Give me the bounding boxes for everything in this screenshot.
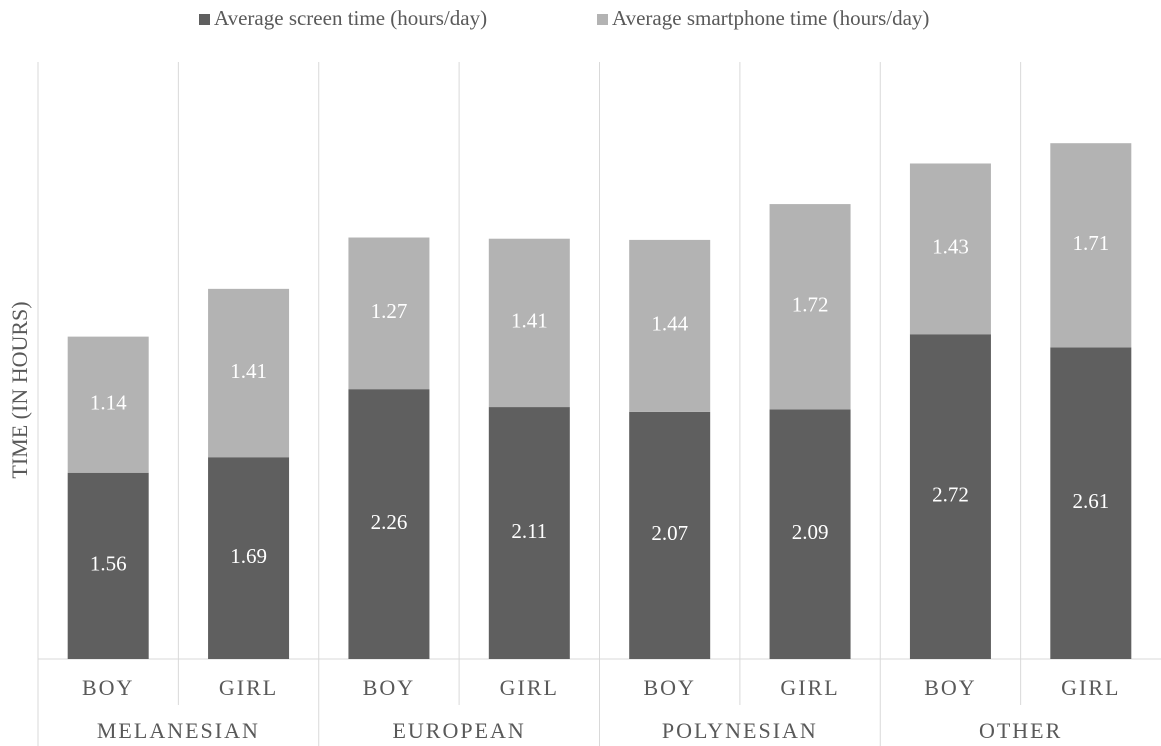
value-label: 1.44 [651,312,688,336]
value-label: 1.71 [1072,231,1109,255]
bar-segment [909,163,991,335]
value-label: 1.41 [511,309,548,333]
value-label: 2.07 [651,521,688,545]
bar-segment [67,336,149,473]
value-label: 1.41 [230,359,267,383]
bar-segment [208,288,290,458]
legend-label: Average screen time (hours/day) [214,6,487,30]
bar-segment [348,237,430,390]
bar-segment [67,472,149,659]
value-label: 2.09 [792,520,829,544]
legend-label: Average smartphone time (hours/day) [612,6,929,30]
x-tick-label: BOY [924,675,976,700]
bar-segment [769,204,851,410]
x-tick-label: GIRL [780,675,839,700]
bar-segment [909,334,991,659]
bar-segment [1050,347,1132,659]
group-label: OTHER [979,718,1062,743]
value-label: 1.56 [90,552,127,576]
value-label: 1.69 [230,544,267,568]
bar-segment [629,239,711,412]
group-label: POLYNESIAN [662,718,818,743]
bar-segment [348,389,430,659]
group-label: EUROPEAN [392,718,525,743]
x-tick-label: BOY [643,675,695,700]
x-tick-label: GIRL [1061,675,1120,700]
group-label: MELANESIAN [97,718,260,743]
value-label: 1.27 [371,299,408,323]
x-tick-label: GIRL [219,675,278,700]
bar-segment [1050,143,1132,348]
x-tick-label: BOY [363,675,415,700]
value-label: 2.72 [932,482,969,506]
value-label: 2.61 [1072,489,1109,513]
legend-swatch [199,14,210,25]
value-label: 2.26 [371,510,408,534]
bar-segment [208,457,290,659]
x-tick-label: BOY [82,675,134,700]
y-axis-label: TIME (IN HOURS) [7,301,32,478]
bar-segment [629,411,711,659]
value-label: 2.11 [511,519,547,543]
bar-segment [769,409,851,659]
legend-swatch [597,14,608,25]
x-tick-label: GIRL [500,675,559,700]
bar-segment [488,238,570,408]
value-label: 1.14 [90,390,127,414]
bar-segment [488,407,570,659]
value-label: 1.72 [792,293,829,317]
value-label: 1.43 [932,235,969,259]
